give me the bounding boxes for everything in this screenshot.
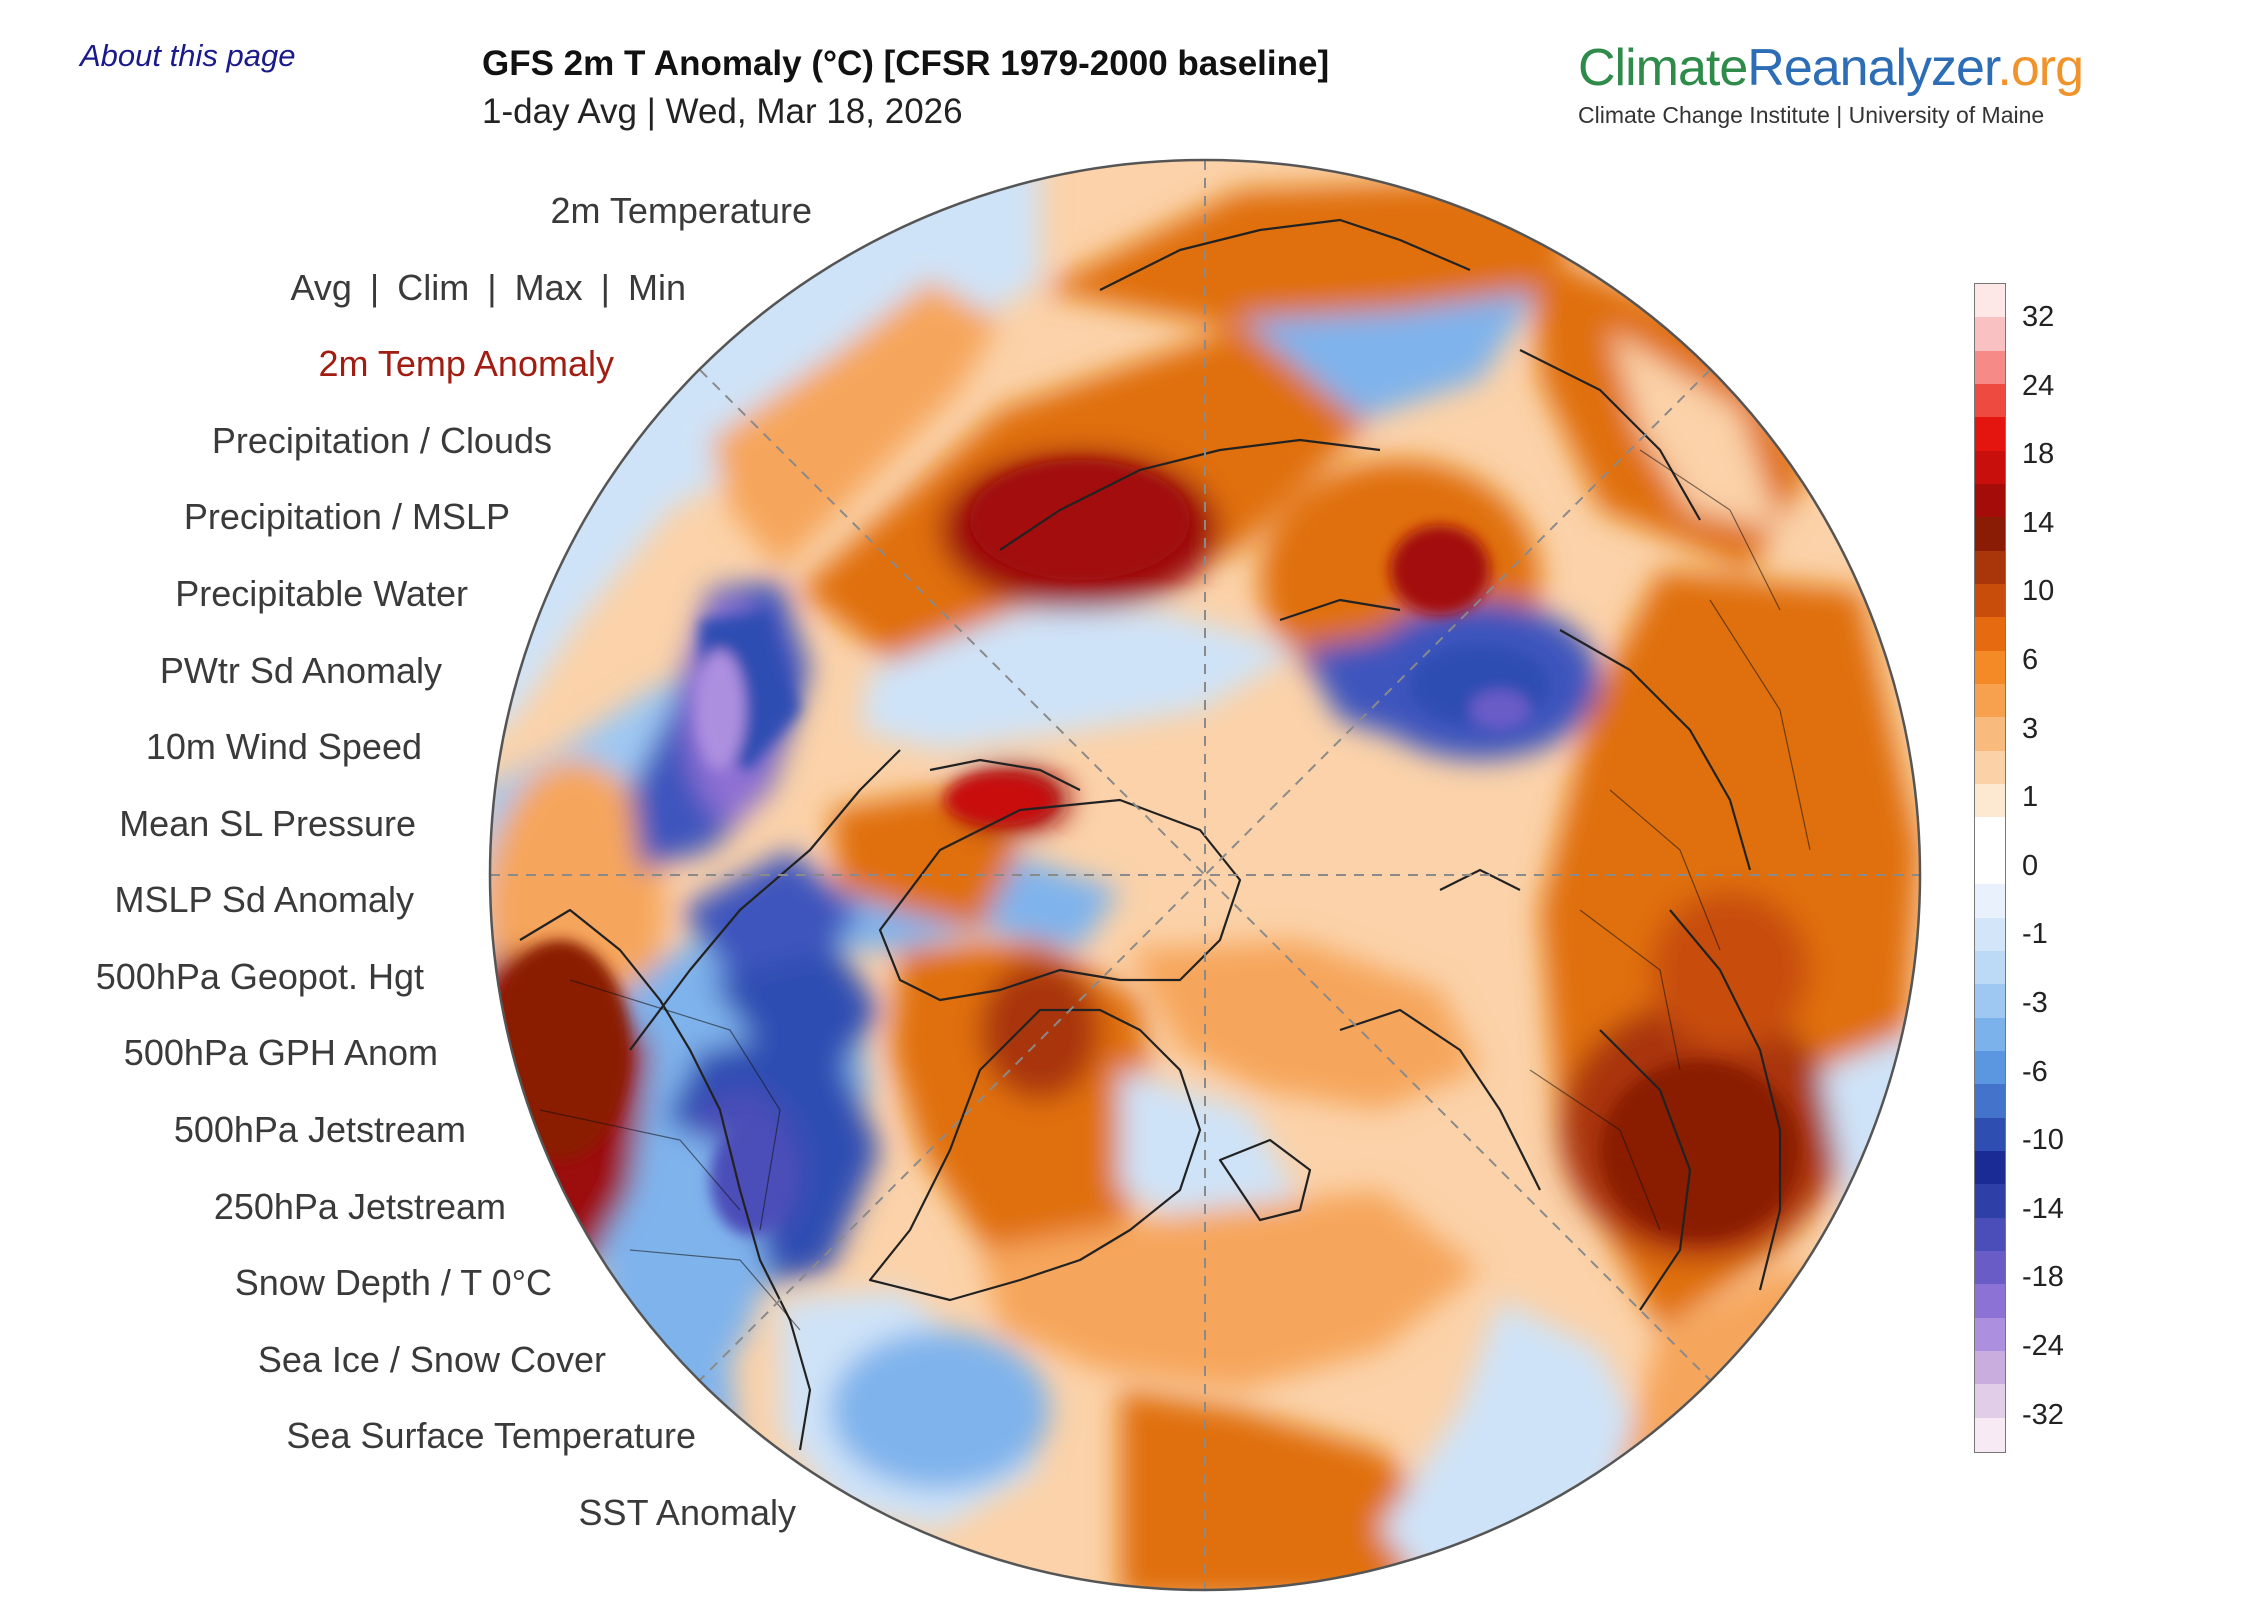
colorbar-swatch (1975, 1317, 2005, 1352)
colorbar-tick-label: -24 (2022, 1330, 2064, 1362)
menu-stat-separator: | (600, 267, 610, 308)
menu-stat-clim[interactable]: Clim (397, 267, 470, 308)
chart-subtitle: 1-day Avg | Wed, Mar 18, 2026 (482, 92, 963, 131)
colorbar-swatch (1975, 284, 2005, 318)
menu-pwtr-sd-anomaly[interactable]: PWtr Sd Anomaly (159, 650, 442, 691)
colorbar-swatch (1975, 450, 2005, 485)
colorbar-tick-label: -18 (2022, 1261, 2064, 1294)
colorbar-swatch (1975, 717, 2005, 752)
colorbar-swatch (1975, 850, 2005, 885)
colorbar-swatch (1975, 1150, 2005, 1185)
colorbar-swatch (1975, 1117, 2005, 1152)
colorbar-tick-label: 14 (2022, 506, 2055, 539)
colorbar-swatch (1975, 384, 2005, 418)
menu-snow-depth[interactable]: Snow Depth / T 0°C (234, 1262, 552, 1303)
menu-sst[interactable]: Sea Surface Temperature (286, 1415, 696, 1456)
colorbar-tick-label: -14 (2022, 1192, 2064, 1225)
about-page-link[interactable]: About this page (80, 38, 296, 73)
colorbar-tick-label: 32 (2022, 301, 2055, 333)
logo-tagline: Climate Change Institute | University of… (1578, 102, 2045, 128)
menu-stat-min[interactable]: Min (627, 267, 686, 308)
colorbar-swatch (1975, 950, 2005, 985)
colorbar-swatch (1975, 1384, 2005, 1419)
menu-500hpa-geopot-hgt[interactable]: 500hPa Geopot. Hgt (95, 956, 424, 997)
menu-500hpa-gph-anom[interactable]: 500hPa GPH Anom (123, 1032, 438, 1073)
menu-10m-wind-speed[interactable]: 10m Wind Speed (145, 726, 422, 767)
colorbar-swatch (1975, 317, 2005, 352)
menu-precip-mslp[interactable]: Precipitation / MSLP (183, 496, 510, 537)
colorbar-tick-label: 0 (2022, 849, 2039, 882)
chart-title: GFS 2m T Anomaly (°C) [CFSR 1979-2000 ba… (482, 44, 1330, 83)
anomaly-detail (490, 460, 1800, 1240)
colorbar-tick-label: 6 (2022, 644, 2039, 676)
colorbar-swatch (1975, 784, 2005, 819)
menu-precipitable-water[interactable]: Precipitable Water (175, 573, 468, 614)
menu-mslp-sd-anomaly[interactable]: MSLP Sd Anomaly (114, 879, 415, 920)
colorbar-tick-label: 3 (2022, 712, 2039, 745)
colorbar-swatch (1975, 1084, 2005, 1119)
logo-part-climate: Climate (1578, 39, 1748, 97)
colorbar (1974, 283, 2006, 1453)
colorbar-tick-label: -1 (2022, 918, 2048, 951)
colorbar-swatch (1975, 884, 2005, 919)
colorbar-tick-label: -6 (2022, 1055, 2048, 1088)
globe-outline (488, 158, 1922, 1592)
colorbar-tick-label: 10 (2022, 575, 2055, 608)
colorbar-swatch (1975, 417, 2005, 452)
colorbar-swatch (1975, 350, 2005, 385)
globe-field (490, 160, 1920, 1590)
colorbar-tick-label: 1 (2022, 781, 2039, 814)
colorbar-tick-label: 18 (2022, 438, 2055, 471)
menu-stat-row: Avg | Clim | Max | Min (291, 267, 686, 309)
colorbar-swatch (1975, 917, 2005, 952)
colorbar-swatch (1975, 1284, 2005, 1319)
menu-mean-sl-pressure[interactable]: Mean SL Pressure (119, 803, 416, 844)
menu-sea-ice-snow[interactable]: Sea Ice / Snow Cover (257, 1339, 606, 1380)
colorbar-swatch (1975, 584, 2005, 619)
colorbar-swatch (1975, 817, 2005, 852)
menu-2m-temp-anomaly[interactable]: 2m Temp Anomaly (318, 343, 614, 384)
colorbar-tick-label: 24 (2022, 369, 2055, 402)
menu-precip-clouds[interactable]: Precipitation / Clouds (211, 420, 552, 461)
colorbar-swatch (1975, 550, 2005, 585)
colorbar-swatch (1975, 1050, 2005, 1085)
colorbar-swatch (1975, 517, 2005, 552)
colorbar-tick-label: -10 (2022, 1124, 2064, 1157)
menu-sst-anomaly[interactable]: SST Anomaly (578, 1492, 796, 1533)
menu-stat-avg[interactable]: Avg (290, 267, 352, 308)
logo-part-reanalyzer: Reanalyzer (1747, 39, 1998, 97)
menu-500hpa-jetstream[interactable]: 500hPa Jetstream (173, 1109, 466, 1150)
climate-reanalyzer-logo[interactable]: ClimateReanalyzer.org Climate Change Ins… (1578, 38, 2084, 129)
colorbar-swatch (1975, 684, 2005, 719)
colorbar-tick-label: -3 (2022, 987, 2048, 1019)
menu-2m-temperature[interactable]: 2m Temperature (550, 190, 812, 231)
logo-wordmark: ClimateReanalyzer.org (1578, 38, 2084, 98)
colorbar-swatch (1975, 1350, 2005, 1385)
logo-part-org: .org (1997, 39, 2084, 97)
colorbar-swatch (1975, 1250, 2005, 1285)
colorbar-swatch (1975, 650, 2005, 685)
colorbar-swatch (1975, 1017, 2005, 1052)
menu-stat-separator: | (487, 267, 497, 308)
colorbar-swatch (1975, 984, 2005, 1019)
anomaly-map[interactable] (480, 150, 1930, 1600)
colorbar-swatch (1975, 484, 2005, 518)
colorbar-swatch (1975, 750, 2005, 785)
menu-stat-max[interactable]: Max (514, 267, 583, 308)
colorbar-swatch (1975, 1184, 2005, 1219)
colorbar-swatch (1975, 1217, 2005, 1252)
menu-stat-separator: | (369, 267, 380, 308)
borders (539, 449, 1811, 1331)
coastlines (519, 218, 1782, 1451)
graticule (490, 160, 1920, 1590)
colorbar-swatch (1975, 617, 2005, 652)
colorbar-tick-label: -32 (2022, 1398, 2064, 1431)
menu-250hpa-jetstream[interactable]: 250hPa Jetstream (213, 1186, 506, 1227)
colorbar-swatch (1975, 1417, 2005, 1452)
